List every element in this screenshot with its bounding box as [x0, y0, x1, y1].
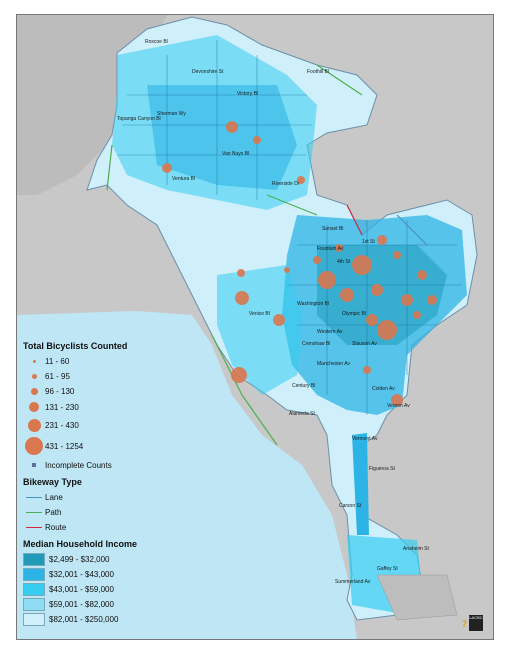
bikeway-paths	[106, 64, 428, 446]
svg-text:Summerland Av: Summerland Av	[335, 579, 371, 585]
circle-size-5	[27, 418, 41, 432]
income-swatch-2	[23, 567, 45, 581]
legend-bikeway-row: Path	[23, 506, 173, 518]
legend-income-row: $32,001 - $43,000	[23, 567, 173, 581]
port-area	[376, 574, 458, 621]
income-swatch-4	[23, 597, 45, 611]
ocean	[17, 311, 357, 639]
svg-text:Anaheim St: Anaheim St	[403, 546, 429, 552]
svg-text:Vernon Av: Vernon Av	[387, 403, 410, 409]
svg-text:Washington Bl: Washington Bl	[297, 301, 329, 307]
legend-income-row: $82,001 - $250,000	[23, 612, 173, 626]
svg-text:Sunset Bl: Sunset Bl	[322, 226, 343, 232]
legend-bicyclist-row: 11 - 60	[23, 355, 173, 367]
map-frame: Roscoe Bl Devonshire St Sherman Wy Victo…	[16, 14, 494, 640]
svg-text:Foothill Bl: Foothill Bl	[307, 69, 329, 75]
legend-income-row: $43,001 - $59,000	[23, 582, 173, 596]
svg-text:Victory Bl: Victory Bl	[237, 91, 258, 97]
svg-text:4th St: 4th St	[337, 259, 351, 265]
central-core	[317, 245, 447, 345]
lane-line-icon	[26, 496, 42, 498]
legend-bikeway-row: Lane	[23, 491, 173, 503]
svg-text:Slauson Av: Slauson Av	[352, 341, 377, 347]
income-swatch-5	[23, 612, 45, 626]
svg-text:Carson St: Carson St	[339, 503, 362, 509]
svg-text:Alameda St: Alameda St	[289, 411, 315, 417]
legend-bicyclist-row: 431 - 1254	[23, 436, 173, 456]
svg-text:Century Bl: Century Bl	[292, 383, 315, 389]
svg-text:Topanga Canyon Bl: Topanga Canyon Bl	[117, 116, 161, 122]
svg-text:Ventura Bl: Ventura Bl	[172, 176, 195, 182]
lacbc-logo: LACBC	[469, 615, 483, 631]
legend-incomplete-row: Incomplete Counts	[23, 459, 173, 471]
legend-income-row: $2,499 - $32,000	[23, 552, 173, 566]
legend-income-row: $59,001 - $82,000	[23, 597, 173, 611]
svg-text:Figueroa St: Figueroa St	[369, 466, 395, 472]
circle-size-3	[30, 387, 38, 395]
legend-bicyclist-row: 96 - 130	[23, 385, 173, 397]
svg-text:Riverside Dr: Riverside Dr	[272, 181, 300, 187]
circle-size-1	[32, 359, 36, 363]
count-circles	[162, 121, 437, 406]
svg-text:Venice Bl: Venice Bl	[249, 311, 270, 317]
legend-title-bikeway: Bikeway Type	[23, 477, 82, 487]
income-swatch-1	[23, 552, 45, 566]
page-number: 7	[461, 619, 467, 629]
street-labels: Roscoe Bl Devonshire St Sherman Wy Victo…	[117, 39, 429, 585]
legend-bikeway-row: Route	[23, 521, 173, 533]
harbor-strip	[352, 433, 369, 535]
city-map[interactable]: Roscoe Bl Devonshire St Sherman Wy Victo…	[17, 15, 493, 639]
svg-text:Van Nuys Bl: Van Nuys Bl	[222, 151, 249, 157]
svg-text:Western Av: Western Av	[317, 329, 343, 335]
svg-text:1st St: 1st St	[362, 239, 375, 245]
svg-text:Fountain Av: Fountain Av	[317, 246, 344, 252]
svg-text:Sherman Wy: Sherman Wy	[157, 111, 186, 117]
svg-text:Crenshaw Bl: Crenshaw Bl	[302, 341, 330, 347]
legend-bicyclist-row: 231 - 430	[23, 417, 173, 433]
path-line-icon	[26, 511, 42, 513]
map-legend: Total Bicyclists Counted 11 - 60 61 - 95…	[23, 341, 173, 628]
svg-text:Colden Av: Colden Av	[372, 386, 395, 392]
legend-title-bicyclists: Total Bicyclists Counted	[23, 341, 128, 351]
income-swatch-3	[23, 582, 45, 596]
circle-size-6	[25, 437, 43, 455]
legend-title-income: Median Household Income	[23, 539, 138, 549]
svg-text:Roscoe Bl: Roscoe Bl	[145, 39, 168, 45]
svg-text:Devonshire St: Devonshire St	[192, 69, 224, 75]
circle-size-2	[31, 373, 37, 379]
legend-bicyclist-row: 61 - 95	[23, 370, 173, 382]
svg-text:Olympic Bl: Olympic Bl	[342, 311, 366, 317]
legend-bicyclist-row: 131 - 230	[23, 400, 173, 414]
valley-core	[147, 85, 297, 190]
route-line-icon	[26, 526, 42, 528]
incomplete-square-icon	[32, 463, 36, 467]
svg-text:Vermont Av: Vermont Av	[352, 436, 378, 442]
circle-size-4	[29, 402, 39, 412]
svg-text:Manchester Av: Manchester Av	[317, 361, 350, 367]
svg-text:Gaffey St: Gaffey St	[377, 566, 398, 572]
westside-area	[217, 265, 302, 395]
